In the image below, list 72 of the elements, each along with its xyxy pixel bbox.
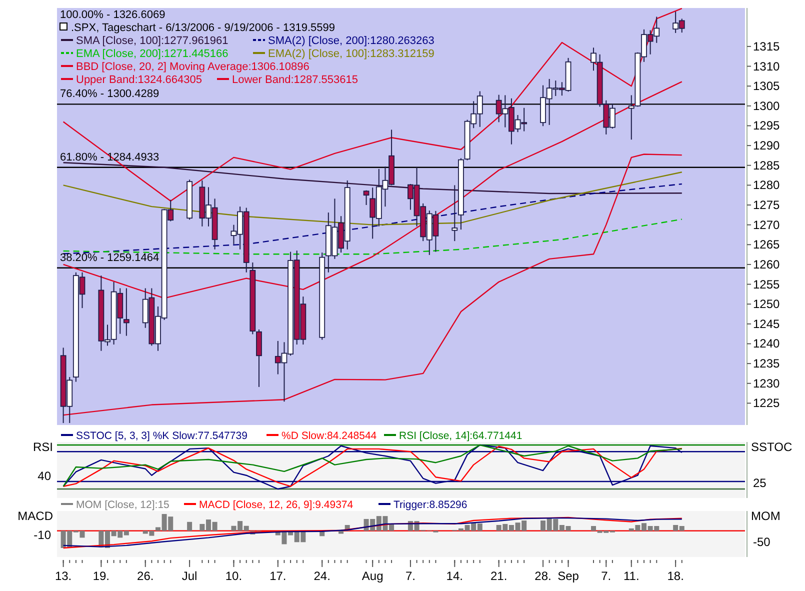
line-series	[62, 183, 682, 254]
candlestick	[123, 288, 130, 336]
x-tick-label: 26.	[137, 569, 154, 583]
text: 40	[38, 469, 52, 483]
text: 25	[753, 476, 767, 490]
y-axis-title: MACD	[18, 509, 54, 523]
candlestick	[256, 328, 262, 388]
x-tick-label: Aug	[362, 569, 384, 583]
legend-label: MACD [Close, 12, 26, 9]:9.49374	[199, 499, 354, 511]
x-tick-label: 11.	[623, 569, 640, 583]
y2-axis-title: SSTOC	[751, 440, 792, 454]
y-tick-label: 1285	[753, 158, 780, 172]
x-tick-label: 17.	[270, 569, 286, 583]
y-tick-label: 1315	[753, 39, 780, 54]
line-series	[62, 162, 682, 194]
y-tick-label: 1275	[753, 198, 780, 212]
legend-label: Trigger:8.85296	[394, 499, 468, 511]
y-tick-label: 1280	[753, 178, 780, 192]
y-tick-label: 1245	[753, 316, 780, 331]
legend-label: EMA(2) [Close, 100]:1283.312159	[268, 48, 434, 60]
legend-label: Lower Band:1287.553615	[232, 74, 358, 86]
x-tick-label: 10.	[225, 569, 242, 583]
y-tick-label: 1290	[753, 138, 780, 153]
y-tick-label: 1235	[753, 356, 780, 371]
x-tick-label: 7.	[601, 569, 612, 583]
text: .SPX, Tageschart - 6/13/2006 - 9/19/2006 - 1319.5599	[71, 22, 335, 34]
y-tick-label: 1270	[753, 218, 780, 232]
annotation: 76.40% - 1300.4289	[60, 88, 160, 100]
y-tick-label: 1265	[753, 238, 780, 252]
y-tick-label: 1230	[753, 376, 780, 390]
legend-label: SSTOC [5, 3, 3] %K Slow:77.547739	[76, 430, 248, 442]
bar	[591, 526, 596, 531]
x-tick-label: 18.	[667, 569, 684, 583]
legend-label: BBD [Close, 20, 2] Moving Average:1306.10896	[76, 61, 310, 73]
candlestick	[452, 184, 458, 242]
legend-label: MOM [Close, 12]:15	[76, 499, 170, 511]
x-tick-label: 19.	[92, 569, 110, 583]
line-series	[62, 8, 682, 202]
text: -50	[753, 535, 771, 549]
y-tick-label: 1310	[753, 59, 780, 74]
line-series	[62, 218, 682, 255]
legend-label: SMA(2) [Close, 200]:1280.263263	[268, 35, 434, 47]
line-series	[62, 172, 682, 226]
y-tick-label: 1260	[753, 257, 780, 272]
y-tick-label: 1255	[753, 277, 780, 292]
x-tick-label: 13.	[54, 569, 72, 583]
y-tick-label: 1295	[753, 118, 780, 133]
x-tick-label: 28.	[534, 569, 552, 583]
legend-label: RSI [Close, 14]:64.771441	[399, 430, 522, 442]
x-tick-label: 21.	[490, 569, 508, 583]
legend-label: %D Slow:84.248544	[282, 430, 377, 442]
annotation: 100.00% - 1326.6069	[60, 9, 166, 21]
legend-label: EMA [Close, 200]:1271.445166	[76, 48, 228, 60]
y-tick-label: 1300	[753, 98, 780, 113]
y-tick-label: 1240	[753, 336, 780, 351]
y-axis-title: RSI	[32, 440, 53, 454]
y-tick-label: 1305	[753, 79, 780, 94]
x-tick-label: Jul	[182, 569, 198, 583]
y-tick-label: 1225	[753, 396, 780, 410]
candlestick	[363, 190, 370, 206]
x-tick-label: 14.	[446, 569, 463, 583]
legend-label: SMA [Close, 100]:1277.961961	[76, 35, 228, 47]
x-tick-label: 24.	[314, 569, 330, 583]
bar	[187, 522, 192, 531]
x-tick-label: Sep	[558, 569, 580, 583]
line-series	[62, 154, 682, 416]
annotation: 38.20% - 1259.1464	[60, 252, 160, 264]
y-tick-label: 1250	[753, 297, 780, 312]
x-tick-label: 7.	[405, 569, 416, 583]
y2-axis-title: MOM	[751, 509, 780, 523]
legend-label: Upper Band:1324.664305	[76, 74, 202, 86]
text: -10	[34, 528, 52, 542]
